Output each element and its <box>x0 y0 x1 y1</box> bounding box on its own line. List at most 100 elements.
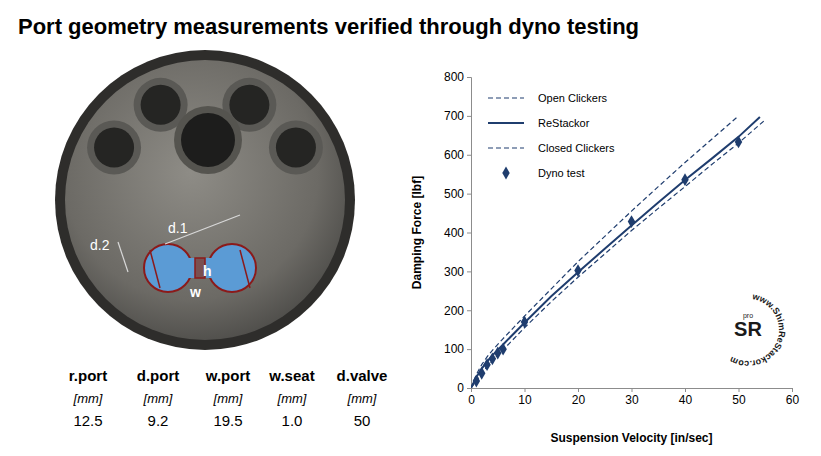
tick-mark <box>632 388 633 392</box>
table-unit: [mm] <box>277 391 307 406</box>
tick-label: 0 <box>468 393 475 407</box>
tick-label: 600 <box>444 148 464 162</box>
tick-label: 60 <box>786 393 800 407</box>
legend-label: Closed Clickers <box>538 142 615 154</box>
table-header: w.seat <box>268 367 314 384</box>
tick-mark <box>467 310 471 311</box>
data-point <box>681 173 688 186</box>
geometry-table: r.portd.portw.portw.seatd.valve[mm][mm][… <box>69 367 388 429</box>
port-divider <box>240 250 250 288</box>
axis-line <box>472 389 793 393</box>
y-axis-title: Damping Force [lbf] <box>410 176 424 289</box>
tick-label: 500 <box>444 187 464 201</box>
port-hole <box>276 128 316 168</box>
tick-mark <box>525 388 526 392</box>
data-point <box>628 215 635 228</box>
port-hole-rim <box>87 121 141 175</box>
tick-mark <box>467 271 471 272</box>
tick-label: 30 <box>625 393 639 407</box>
port-hole <box>229 85 269 125</box>
legend: Open Clickers ReStackor Closed Clickers Dyn… <box>488 92 615 179</box>
series-line <box>471 116 739 388</box>
tick: 300 <box>444 265 471 279</box>
data-point <box>499 343 506 356</box>
data-point <box>473 375 480 388</box>
title: Port geometry measurements verified thro… <box>18 14 639 39</box>
table-cell: 19.5 <box>213 412 242 429</box>
tick-label: 40 <box>679 393 693 407</box>
port-lobe <box>208 244 256 292</box>
watermark-badge: pro <box>743 312 753 320</box>
tick: 0 <box>457 381 471 395</box>
tick: 200 <box>444 304 471 318</box>
x-axis-title: Suspension Velocity [in/sec] <box>550 431 712 445</box>
tick: 600 <box>444 148 471 162</box>
piston-illustration: d.1d.2hw <box>55 50 355 350</box>
tick: 700 <box>444 109 471 123</box>
piston-face <box>65 60 345 340</box>
tick-mark <box>467 233 471 234</box>
x-axis: 0 10 20 30 40 50 60 <box>468 388 799 407</box>
tick-mark <box>467 194 471 195</box>
legend-label: Dyno test <box>538 167 584 179</box>
legend-swatch <box>488 147 524 148</box>
tick-label: 20 <box>572 393 586 407</box>
table-cell: 12.5 <box>73 412 102 429</box>
tick-mark <box>467 155 471 156</box>
data-point <box>521 315 528 328</box>
tick: 100 <box>444 342 471 356</box>
tick: 800 <box>444 70 471 84</box>
tick-label: 50 <box>732 393 746 407</box>
tick-label: 100 <box>444 342 464 356</box>
dimension-line <box>118 242 128 272</box>
table-unit: [mm] <box>213 391 243 406</box>
piston-rim <box>55 50 355 350</box>
port-hole-rim <box>269 121 323 175</box>
tick-label: 800 <box>444 70 464 84</box>
legend-label: Open Clickers <box>538 92 608 104</box>
tick: 400 <box>444 226 471 240</box>
series-line <box>471 117 760 388</box>
tick-label: 0 <box>457 381 464 395</box>
table-header: w.port <box>205 367 250 384</box>
table-unit: [mm] <box>347 391 377 406</box>
table-unit: [mm] <box>143 391 173 406</box>
page: Port geometry measurements verified thro… <box>0 0 821 456</box>
legend-swatch <box>488 122 524 124</box>
series-line <box>471 120 765 388</box>
tick: 40 <box>679 388 693 407</box>
axis-line <box>467 78 472 389</box>
y-axis: 0 100 200 300 400 500 600 700 800 <box>444 70 472 395</box>
tick: 60 <box>786 388 800 407</box>
figure-label: d.1 <box>168 220 188 236</box>
port-lobe <box>144 244 192 292</box>
legend-label: ReStackor <box>538 117 590 129</box>
center-hole-rim <box>174 106 242 174</box>
tick: 0 <box>468 388 475 407</box>
tick: 30 <box>625 388 639 407</box>
tick: 50 <box>732 388 746 407</box>
table-header: d.valve <box>337 367 388 384</box>
legend-swatch <box>488 97 524 98</box>
data-point <box>478 367 485 380</box>
plot-area <box>471 116 765 388</box>
tick: 10 <box>518 388 532 407</box>
figure-label: h <box>203 263 212 279</box>
tick-mark <box>578 388 579 392</box>
legend-swatch <box>502 167 509 180</box>
data-point <box>574 264 581 277</box>
tick: 20 <box>572 388 586 407</box>
port-hole <box>94 128 134 168</box>
tick-label: 700 <box>444 109 464 123</box>
data-point <box>735 135 742 148</box>
tick: 500 <box>444 187 471 201</box>
tick-mark <box>467 116 471 117</box>
center-hole <box>181 113 235 167</box>
figure-label: w <box>189 284 201 300</box>
tick-mark <box>467 77 471 78</box>
port-bridge <box>186 258 214 278</box>
watermark: www.ShimReStackor.comSRpro <box>728 291 787 369</box>
tick-mark <box>467 388 471 389</box>
table-header: d.port <box>137 367 180 384</box>
tick-mark <box>792 388 793 392</box>
